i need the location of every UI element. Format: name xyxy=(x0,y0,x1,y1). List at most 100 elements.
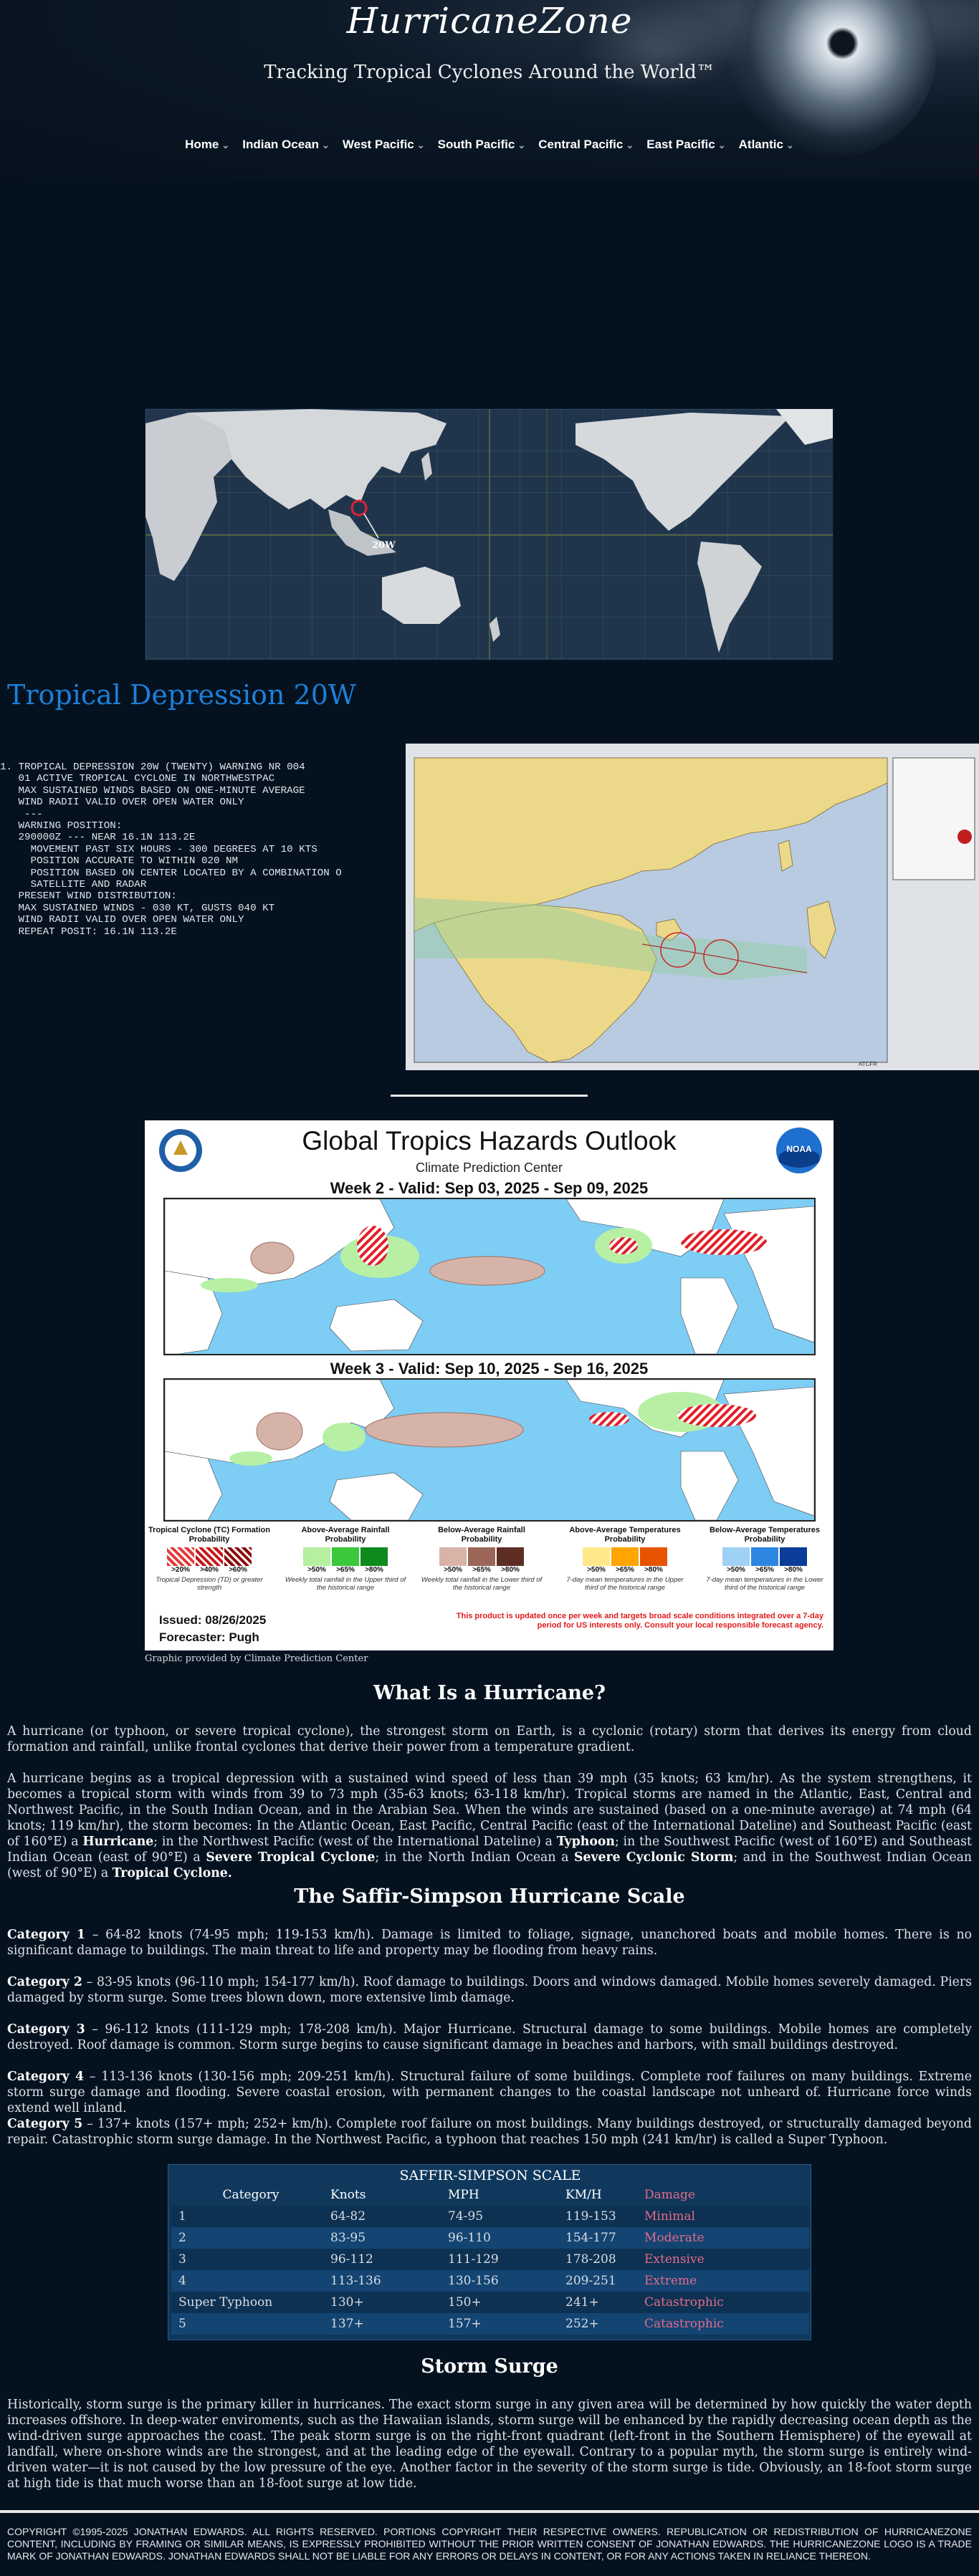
table-title: SAFFIR-SIMPSON SCALE xyxy=(399,2168,581,2183)
header-knots: Knots xyxy=(330,2188,366,2202)
storm-forecast-circle xyxy=(703,939,739,975)
week3-map-graphic xyxy=(165,1380,814,1520)
world-map-graphic: 20W xyxy=(145,409,833,660)
land-philippines xyxy=(806,900,836,959)
legend-swatch xyxy=(583,1547,610,1566)
category-5-paragraph: Category 5 – 137+ knots (157+ mph; 252+ … xyxy=(7,2117,972,2147)
land-indochina xyxy=(434,904,657,1063)
storm-title: Tropical Depression 20W xyxy=(7,679,356,711)
table-body: 1 64-82 74-95 119-153 Minimal 2 83-95 96-110 15… xyxy=(168,2165,812,2341)
continent-africa-europe xyxy=(145,413,231,581)
chevron-down-icon: ⌄ xyxy=(322,140,330,150)
hurricane-intro-paragraph: A hurricane (or typhoon, or severe tropi… xyxy=(7,1724,972,1754)
forecaster-name: Forecaster: Pugh xyxy=(159,1630,259,1644)
legend-swatch xyxy=(332,1547,359,1566)
saffir-simpson-heading: The Saffir-Simpson Hurricane Scale xyxy=(294,1885,685,1908)
table-row: 1 64-82 74-95 119-153 Minimal xyxy=(171,2206,809,2227)
week2-heading: Week 2 - Valid: Sep 03, 2025 - Sep 09, 2… xyxy=(330,1179,649,1197)
svg-text:NOAA: NOAA xyxy=(786,1144,812,1154)
continent-asia xyxy=(188,409,446,509)
legend-swatch xyxy=(497,1547,524,1566)
site-tagline: Tracking Tropical Cyclones Around the Wo… xyxy=(264,62,715,83)
site-header: HurricaneZone Tracking Tropical Cyclones… xyxy=(0,0,979,179)
header-mph: MPH xyxy=(448,2188,479,2202)
category-3-paragraph: Category 3 – 96-112 knots (111-129 mph; … xyxy=(7,2022,972,2052)
storm-position-circle xyxy=(660,932,696,968)
chevron-down-icon: ⌄ xyxy=(626,140,634,150)
jtwc-warning-text: 1. TROPICAL DEPRESSION 20W (TWENTY) WARN… xyxy=(0,761,342,938)
track-legend xyxy=(892,757,975,880)
legend-swatch xyxy=(167,1547,194,1566)
chevron-down-icon: ⌄ xyxy=(717,140,726,150)
issued-date: Issued: 08/26/2025 xyxy=(159,1613,267,1627)
cloud-background xyxy=(578,7,735,93)
table-row: 5 137+ 157+ 252+ Catastrophic xyxy=(171,2313,809,2335)
week2-map-graphic xyxy=(165,1199,814,1354)
copyright-footer: COPYRIGHT ©1995-2025 JONATHAN EDWARDS. A… xyxy=(7,2526,972,2562)
nav-south-pacific[interactable]: South Pacific ⌄ xyxy=(437,138,526,151)
legend-swatch xyxy=(640,1547,667,1566)
main-nav: Home ⌄ Indian Ocean ⌄ West Pacific ⌄ South … xyxy=(0,138,979,152)
legend-swatch xyxy=(468,1547,495,1566)
legend-below-rainfall: Below-Average Rainfall Probability >50% >… xyxy=(421,1526,543,1592)
world-satellite-map[interactable]: 20W xyxy=(145,408,834,660)
legend-swatch xyxy=(780,1547,807,1566)
nav-atlantic[interactable]: Atlantic ⌄ xyxy=(738,138,794,151)
table-header-row: Category Knots MPH KM/H Damage xyxy=(171,2184,809,2206)
storm-marker-icon xyxy=(350,499,368,516)
storm-marker-label: 20W xyxy=(372,540,396,551)
continent-north-america xyxy=(576,413,791,531)
legend-swatch xyxy=(751,1547,778,1566)
table-row: 4 113-136 130-156 209-251 Extreme xyxy=(171,2270,809,2292)
gth-disclaimer: This product is updated once per week an… xyxy=(456,1612,823,1630)
week3-map xyxy=(163,1378,816,1522)
wind-radii-swath xyxy=(414,898,807,980)
category-4-paragraph: Category 4 – 113-136 knots (130-156 mph;… xyxy=(7,2070,972,2115)
legend-swatch xyxy=(196,1547,223,1566)
global-tropics-hazards-outlook[interactable]: NOAA Global Tropics Hazards Outlook Clim… xyxy=(145,1120,834,1650)
gth-subtitle: Climate Prediction Center xyxy=(415,1160,563,1175)
week3-heading: Week 3 - Valid: Sep 10, 2025 - Sep 16, 2… xyxy=(330,1360,649,1378)
continent-australia xyxy=(382,567,461,624)
track-map-graphic: ATCFR xyxy=(406,744,979,1070)
storm-track-map[interactable]: ATCFR xyxy=(406,744,979,1070)
gth-title: Global Tropics Hazards Outlook xyxy=(302,1126,677,1155)
header-damage: Damage xyxy=(644,2188,695,2202)
legend-swatch xyxy=(439,1547,467,1566)
site-logo-title[interactable]: HurricaneZone xyxy=(346,0,633,42)
region-japan xyxy=(421,452,432,481)
legend-swatch xyxy=(224,1547,252,1566)
gth-caption: Graphic provided by Climate Prediction C… xyxy=(145,1653,368,1664)
header-category: Category xyxy=(222,2188,280,2202)
legend-above-temperature: Above-Average Temperatures Probability >… xyxy=(566,1526,684,1592)
table-row: 3 96-112 111-129 178-208 Extensive xyxy=(171,2249,809,2270)
storm-surge-paragraph: Historically, storm surge is the primary… xyxy=(7,2398,972,2491)
region-new-zealand xyxy=(490,617,500,642)
jtwc-logo-icon xyxy=(957,830,972,844)
nav-home[interactable]: Home ⌄ xyxy=(185,138,230,151)
table-row: Super Typhoon 130+ 150+ 241+ Catastrophic xyxy=(171,2292,809,2313)
category-1-paragraph: Category 1 – 64-82 knots (74-95 mph; 119… xyxy=(7,1928,972,1958)
land-taiwan xyxy=(778,840,793,872)
legend-swatch xyxy=(303,1547,330,1566)
week2-map xyxy=(163,1198,816,1355)
legend-swatch xyxy=(360,1547,388,1566)
table-row: 2 83-95 96-110 154-177 Moderate xyxy=(171,2227,809,2249)
noaa-commerce-seal-icon xyxy=(159,1129,202,1172)
footer-divider xyxy=(0,2510,979,2513)
nav-east-pacific[interactable]: East Pacific ⌄ xyxy=(646,138,726,151)
storm-surge-heading: Storm Surge xyxy=(421,2355,558,2378)
legend-tc-formation: Tropical Cyclone (TC) Formation Probabil… xyxy=(148,1526,270,1592)
track-line xyxy=(641,943,808,974)
track-map-corner-label: ATCFR xyxy=(859,1061,877,1067)
nav-central-pacific[interactable]: Central Pacific ⌄ xyxy=(538,138,634,151)
legend-swatch xyxy=(611,1547,639,1566)
section-divider xyxy=(391,1095,588,1097)
chevron-down-icon: ⌄ xyxy=(785,140,794,150)
legend-below-temperature: Below-Average Temperatures Probability >… xyxy=(706,1526,823,1592)
header-kmh: KM/H xyxy=(565,2188,602,2202)
land-hainan xyxy=(656,918,682,941)
nav-west-pacific[interactable]: West Pacific ⌄ xyxy=(342,138,425,151)
legend-swatch xyxy=(722,1547,750,1566)
nav-indian-ocean[interactable]: Indian Ocean ⌄ xyxy=(242,138,330,151)
